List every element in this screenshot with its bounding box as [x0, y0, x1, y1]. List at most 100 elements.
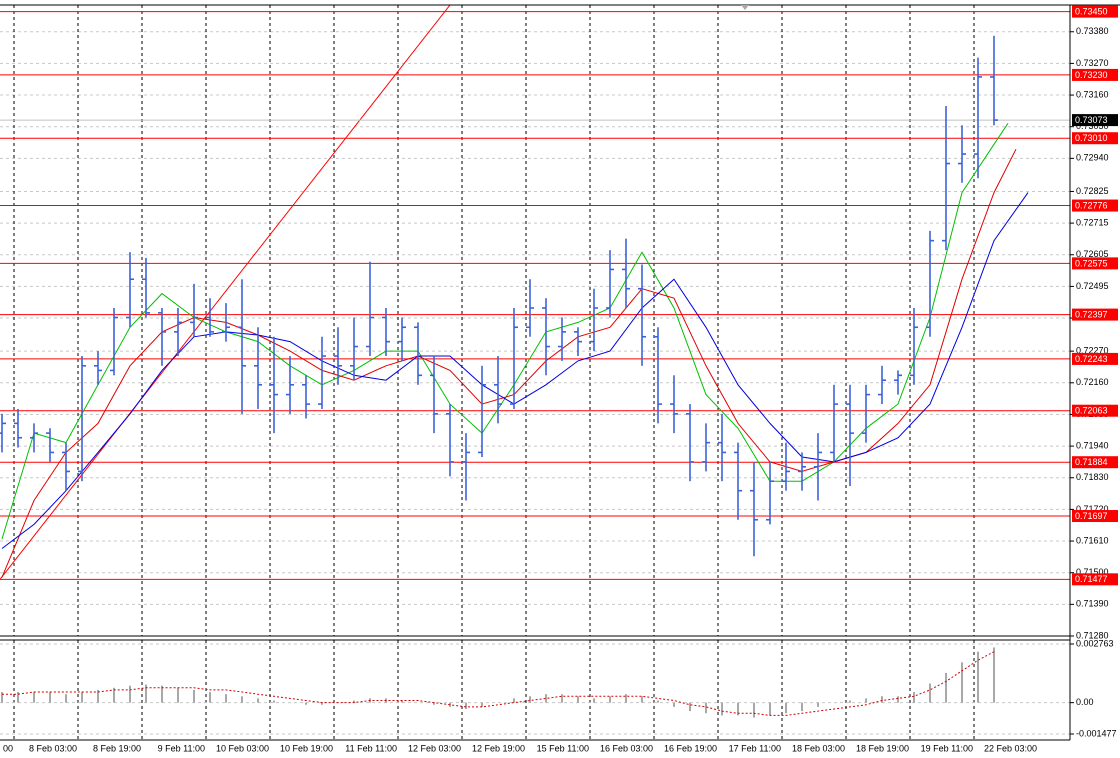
oscillator-bar: [609, 696, 611, 703]
level-label: 0.72397: [1075, 309, 1108, 319]
oscillator-bar: [1, 692, 3, 703]
level-label: 0.73230: [1075, 70, 1108, 80]
oscillator-bar: [913, 692, 915, 703]
x-tick-label: 00: [3, 743, 13, 753]
y-tick-label: 0.71500: [1076, 567, 1109, 577]
level-label: 0.72243: [1075, 354, 1108, 364]
oscillator-bar: [161, 685, 163, 703]
oscillator-bar: [577, 696, 579, 703]
oscillator-bar: [145, 684, 147, 703]
level-label-box: [1072, 308, 1118, 321]
current-price-box: [1072, 114, 1118, 127]
oscillator-bar: [561, 694, 563, 703]
level-label-box: [1072, 68, 1118, 81]
oscillator-bar: [481, 702, 483, 707]
y-tick-label: 0.72495: [1076, 281, 1109, 291]
oscillator-bar: [817, 702, 819, 707]
oscillator-bar: [49, 692, 51, 703]
y-tick-label: 0.71830: [1076, 472, 1109, 482]
oscillator-bar: [993, 647, 995, 703]
oscillator-bar: [721, 702, 723, 716]
level-label: 0.71697: [1075, 511, 1108, 521]
oscillator-bar: [977, 651, 979, 703]
oscillator-bar: [257, 698, 259, 703]
y-tick-label: 0.72825: [1076, 186, 1109, 196]
oscillator-bar: [849, 700, 851, 703]
y-tick-label: 0.71720: [1076, 504, 1109, 514]
oscillator-bar: [81, 692, 83, 703]
x-tick-label: 22 Feb 03:00: [984, 743, 1037, 753]
y-tick-label: 0.72160: [1076, 377, 1109, 387]
level-label: 0.73010: [1075, 133, 1108, 143]
x-tick-label: 16 Feb 19:00: [664, 743, 717, 753]
oscillator-bar: [433, 702, 435, 705]
x-tick-label: 15 Feb 11:00: [537, 743, 589, 753]
level-label-box: [1072, 352, 1118, 365]
y-tick-label: 0.71390: [1076, 599, 1109, 609]
y-tick-label: 0.72270: [1076, 346, 1109, 356]
y-tick-label: 0.00: [1076, 697, 1094, 707]
oscillator-bar: [177, 687, 179, 703]
oscillator-bar: [305, 702, 307, 705]
oscillator-bar: [737, 702, 739, 716]
oscillator-bar: [769, 702, 771, 716]
x-tick-label: 8 Feb 19:00: [93, 743, 141, 753]
y-tick-label: 0.73160: [1076, 89, 1109, 99]
x-tick-label: 8 Feb 03:00: [29, 743, 77, 753]
y-tick-label: 0.71940: [1076, 440, 1109, 450]
x-tick-label: 10 Feb 19:00: [280, 743, 333, 753]
x-tick-label: 12 Feb 03:00: [408, 743, 461, 753]
level-label-box: [1072, 5, 1118, 18]
y-tick-label: 0.002763: [1076, 638, 1114, 648]
y-tick-label: 0.73380: [1076, 26, 1109, 36]
y-tick-label: 0.72715: [1076, 217, 1109, 227]
oscillator-bar: [881, 696, 883, 703]
oscillator-bar: [529, 696, 531, 703]
oscillator-bar: [97, 689, 99, 703]
shift-marker: [741, 5, 749, 10]
current-price-label: 0.73073: [1075, 115, 1108, 125]
level-label: 0.72063: [1075, 406, 1108, 416]
x-tick-label: 10 Feb 03:00: [216, 743, 269, 753]
y-tick-label: 0.72605: [1076, 249, 1109, 259]
level-label-box: [1072, 257, 1118, 270]
y-tick-label: 0.73270: [1076, 58, 1109, 68]
x-tick-label: 18 Feb 19:00: [856, 743, 909, 753]
oscillator-bar: [545, 694, 547, 703]
oscillator-bar: [785, 702, 787, 714]
oscillator-bar: [353, 700, 355, 703]
level-label: 0.72776: [1075, 200, 1108, 210]
level-label-box: [1072, 132, 1118, 145]
y-tick-label: 0.71610: [1076, 535, 1109, 545]
signal-line: [2, 651, 995, 716]
oscillator-bar: [209, 692, 211, 703]
level-label-box: [1072, 510, 1118, 523]
oscillator-bar: [801, 702, 803, 712]
oscillator-bar: [65, 694, 67, 703]
y-tick-label: 0.72940: [1076, 153, 1109, 163]
oscillator-bar: [17, 692, 19, 703]
oscillator-bar: [897, 696, 899, 703]
y-tick-label: 0.71280: [1076, 630, 1109, 640]
oscillator-bar: [657, 700, 659, 703]
oscillator-bar: [401, 700, 403, 703]
level-label-box: [1072, 199, 1118, 212]
oscillator-bar: [33, 692, 35, 703]
x-tick-label: 17 Feb 11:00: [729, 743, 781, 753]
oscillator-bar: [321, 702, 323, 705]
oscillator-bar: [241, 696, 243, 703]
oscillator-bar: [193, 689, 195, 703]
x-tick-label: 11 Feb 11:00: [345, 743, 397, 753]
x-tick-label: 16 Feb 03:00: [600, 743, 653, 753]
oscillator-bar: [465, 702, 467, 710]
oscillator-bar: [689, 702, 691, 712]
level-label: 0.71477: [1075, 574, 1108, 584]
oscillator-bar: [273, 700, 275, 703]
oscillator-bar: [929, 683, 931, 703]
level-label-box: [1072, 573, 1118, 586]
level-label: 0.71884: [1075, 457, 1108, 467]
axes: 0.733800.732700.731600.730500.729400.728…: [3, 5, 1118, 753]
oscillator-bar: [593, 698, 595, 703]
